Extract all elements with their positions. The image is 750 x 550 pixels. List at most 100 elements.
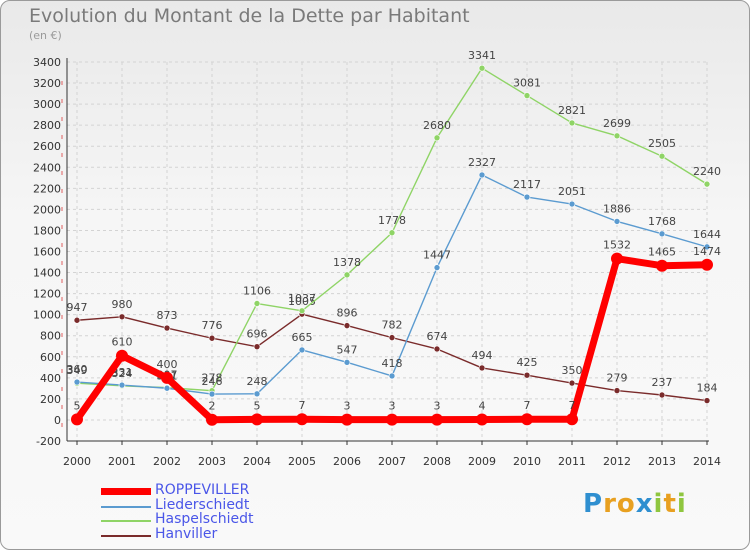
data-label: 3341 <box>468 49 496 62</box>
unit-label: (en €) <box>29 29 62 42</box>
data-label: 1474 <box>693 245 721 258</box>
data-point <box>433 345 441 353</box>
data-label: 1886 <box>603 202 631 215</box>
y-tick-label: 600 <box>40 351 61 364</box>
data-label: 2327 <box>468 156 496 169</box>
data-label: 331 <box>112 366 133 379</box>
data-point <box>658 230 666 238</box>
y-tick-label: 2600 <box>33 140 61 153</box>
data-point <box>433 134 441 142</box>
x-tick-label: 2011 <box>558 455 586 468</box>
x-tick-label: 2000 <box>63 455 91 468</box>
data-point <box>701 258 713 271</box>
data-point <box>611 252 623 265</box>
data-label: 2699 <box>603 117 631 130</box>
data-point <box>523 92 531 99</box>
data-label: 1378 <box>333 256 361 269</box>
data-label: 237 <box>652 376 673 389</box>
data-point <box>386 413 398 426</box>
data-label: 184 <box>697 382 718 395</box>
x-tick-label: 2010 <box>513 455 541 468</box>
data-label: 3081 <box>513 77 541 90</box>
data-label: 610 <box>112 336 133 349</box>
x-tick-label: 2003 <box>198 455 226 468</box>
y-tick-label: 1000 <box>33 309 61 322</box>
data-label: 2505 <box>648 137 676 150</box>
data-point <box>566 413 578 426</box>
x-tick-label: 2004 <box>243 455 271 468</box>
y-tick-label: 0 <box>54 414 61 427</box>
x-tick-label: 2012 <box>603 455 631 468</box>
data-point <box>521 413 533 426</box>
data-point <box>163 384 171 392</box>
y-tick-label: 1400 <box>33 267 61 280</box>
data-point <box>161 371 173 384</box>
x-tick-label: 2005 <box>288 455 316 468</box>
data-point <box>253 300 261 307</box>
data-point <box>298 307 306 315</box>
data-label: 3 <box>434 400 441 413</box>
data-label: 248 <box>247 375 268 388</box>
data-label: 3 <box>389 400 396 413</box>
x-tick-label: 2006 <box>333 455 361 468</box>
data-point <box>253 343 261 350</box>
data-point <box>568 379 576 387</box>
data-point <box>343 271 351 279</box>
data-point <box>613 387 621 394</box>
data-point <box>523 193 531 201</box>
data-label: 279 <box>607 372 628 385</box>
y-tick-label: 3200 <box>33 77 61 90</box>
data-point <box>343 322 351 329</box>
y-tick-label: 1600 <box>33 246 61 259</box>
data-point <box>613 218 621 225</box>
data-label: 350 <box>562 364 583 377</box>
x-tick-label: 2007 <box>378 455 406 468</box>
data-point <box>568 200 576 208</box>
data-point <box>568 119 576 127</box>
data-label: 349 <box>67 364 88 377</box>
y-tick-label: 200 <box>40 393 61 406</box>
data-point <box>298 346 306 354</box>
data-point <box>478 364 486 372</box>
data-point <box>341 413 353 426</box>
x-tick-label: 2001 <box>108 455 136 468</box>
x-tick-label: 2009 <box>468 455 496 468</box>
data-point <box>433 264 441 271</box>
data-point <box>478 171 486 179</box>
data-label: 494 <box>472 349 493 362</box>
data-label: 2821 <box>558 104 586 117</box>
data-point <box>431 413 443 426</box>
data-label: 5 <box>254 399 261 412</box>
data-label: 947 <box>67 301 88 314</box>
data-label: 360 <box>67 363 88 376</box>
data-label: 873 <box>157 309 178 322</box>
data-label: 1778 <box>378 214 406 227</box>
data-label: 5 <box>74 399 81 412</box>
chart-title: Evolution du Montant de la Dette par Hab… <box>29 5 470 27</box>
data-point <box>388 372 396 380</box>
y-tick-label: 1800 <box>33 224 61 237</box>
data-point <box>163 324 171 332</box>
data-point <box>208 390 216 398</box>
data-point <box>118 381 126 389</box>
y-tick-label: 2800 <box>33 119 61 132</box>
data-point <box>206 413 218 426</box>
legend-swatch <box>101 534 151 537</box>
x-tick-label: 2002 <box>153 455 181 468</box>
data-label: 2240 <box>693 165 721 178</box>
y-tick-label: 1200 <box>33 288 61 301</box>
y-tick-label: 800 <box>40 330 61 343</box>
data-label: 674 <box>427 330 448 343</box>
legend-swatch <box>101 520 151 522</box>
y-tick-label: 3000 <box>33 98 61 111</box>
y-tick-label: 2200 <box>33 182 61 195</box>
data-label: 400 <box>157 358 178 371</box>
y-tick-label: 2000 <box>33 203 61 216</box>
y-tick-label: 400 <box>40 372 61 385</box>
data-point <box>388 229 396 237</box>
legend-label: Hanviller <box>155 525 218 542</box>
data-label: 2680 <box>423 119 451 132</box>
legend-label: Haspelschiedt <box>155 511 254 527</box>
